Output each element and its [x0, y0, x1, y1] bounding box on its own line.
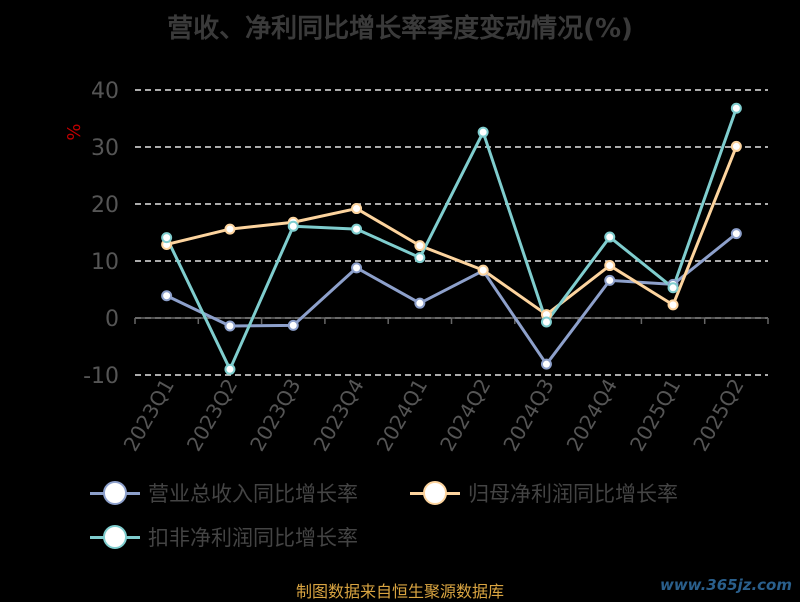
- data-point-2-2: [287, 220, 299, 232]
- data-point-2-3: [351, 223, 363, 235]
- legend-label-deducted-profit: 扣非净利润同比增长率: [148, 526, 358, 550]
- data-point-2-6: [540, 316, 552, 328]
- data-point-2-4: [414, 252, 426, 264]
- data-point-1-7: [604, 260, 616, 272]
- data-point-2-9: [730, 102, 742, 114]
- series-line-2: [165, 107, 738, 371]
- data-point-0-4: [414, 297, 426, 309]
- data-point-2-1: [224, 363, 236, 375]
- data-point-1-8: [667, 299, 679, 311]
- y-tick-label: 20: [91, 193, 119, 218]
- x-tick-label: 2024Q4: [562, 375, 622, 456]
- legend-item-revenue[interactable]: 营业总收入同比增长率: [90, 478, 358, 508]
- watermark: www.365jz.com: [659, 576, 792, 594]
- data-point-0-7: [604, 274, 616, 286]
- legend-marker-revenue: [90, 480, 140, 506]
- data-point-2-5: [477, 126, 489, 138]
- data-point-0-0: [161, 290, 173, 302]
- data-point-1-5: [477, 264, 489, 276]
- y-tick-label: 30: [91, 136, 119, 161]
- x-tick-label: 2023Q3: [245, 375, 305, 456]
- data-point-1-9: [730, 140, 742, 152]
- data-point-1-1: [224, 223, 236, 235]
- data-point-0-6: [540, 358, 552, 370]
- source-note: 制图数据来自恒生聚源数据库: [295, 582, 504, 601]
- x-tick-label: 2024Q1: [372, 375, 432, 456]
- legend-item-net-profit[interactable]: 归母净利润同比增长率: [410, 478, 678, 508]
- data-point-0-9: [730, 228, 742, 240]
- data-point-0-2: [287, 319, 299, 331]
- series-line-1: [166, 145, 738, 317]
- legend-marker-net-profit: [410, 480, 460, 506]
- legend-marker-deducted-profit: [90, 524, 140, 550]
- data-point-0-1: [224, 320, 236, 332]
- x-tick-label: 2025Q1: [625, 375, 685, 456]
- data-point-0-3: [351, 262, 363, 274]
- y-tick-label: -10: [83, 364, 119, 389]
- data-point-2-8: [667, 282, 679, 294]
- y-tick-label: 40: [91, 79, 119, 104]
- legend-item-deducted-profit[interactable]: 扣非净利润同比增长率: [90, 522, 358, 552]
- x-tick-label: 2023Q4: [308, 375, 368, 456]
- data-point-2-7: [604, 231, 616, 243]
- legend-label-revenue: 营业总收入同比增长率: [148, 482, 358, 506]
- x-tick-label: 2024Q2: [435, 375, 495, 456]
- data-point-1-3: [351, 203, 363, 215]
- y-tick-label: 0: [105, 307, 119, 332]
- legend-label-net-profit: 归母净利润同比增长率: [468, 482, 678, 506]
- data-point-2-0: [161, 232, 173, 244]
- x-tick-label: 2023Q1: [119, 375, 179, 456]
- series-line-0: [166, 232, 738, 366]
- y-tick-label: 10: [91, 250, 119, 275]
- chart-title: 营收、净利同比增长率季度变动情况(%): [167, 14, 633, 44]
- x-tick-label: 2025Q2: [688, 375, 748, 456]
- data-point-1-4: [414, 240, 426, 252]
- x-tick-label: 2023Q2: [182, 375, 242, 456]
- x-tick-label: 2024Q3: [498, 375, 558, 456]
- y-axis-label: %: [64, 123, 85, 140]
